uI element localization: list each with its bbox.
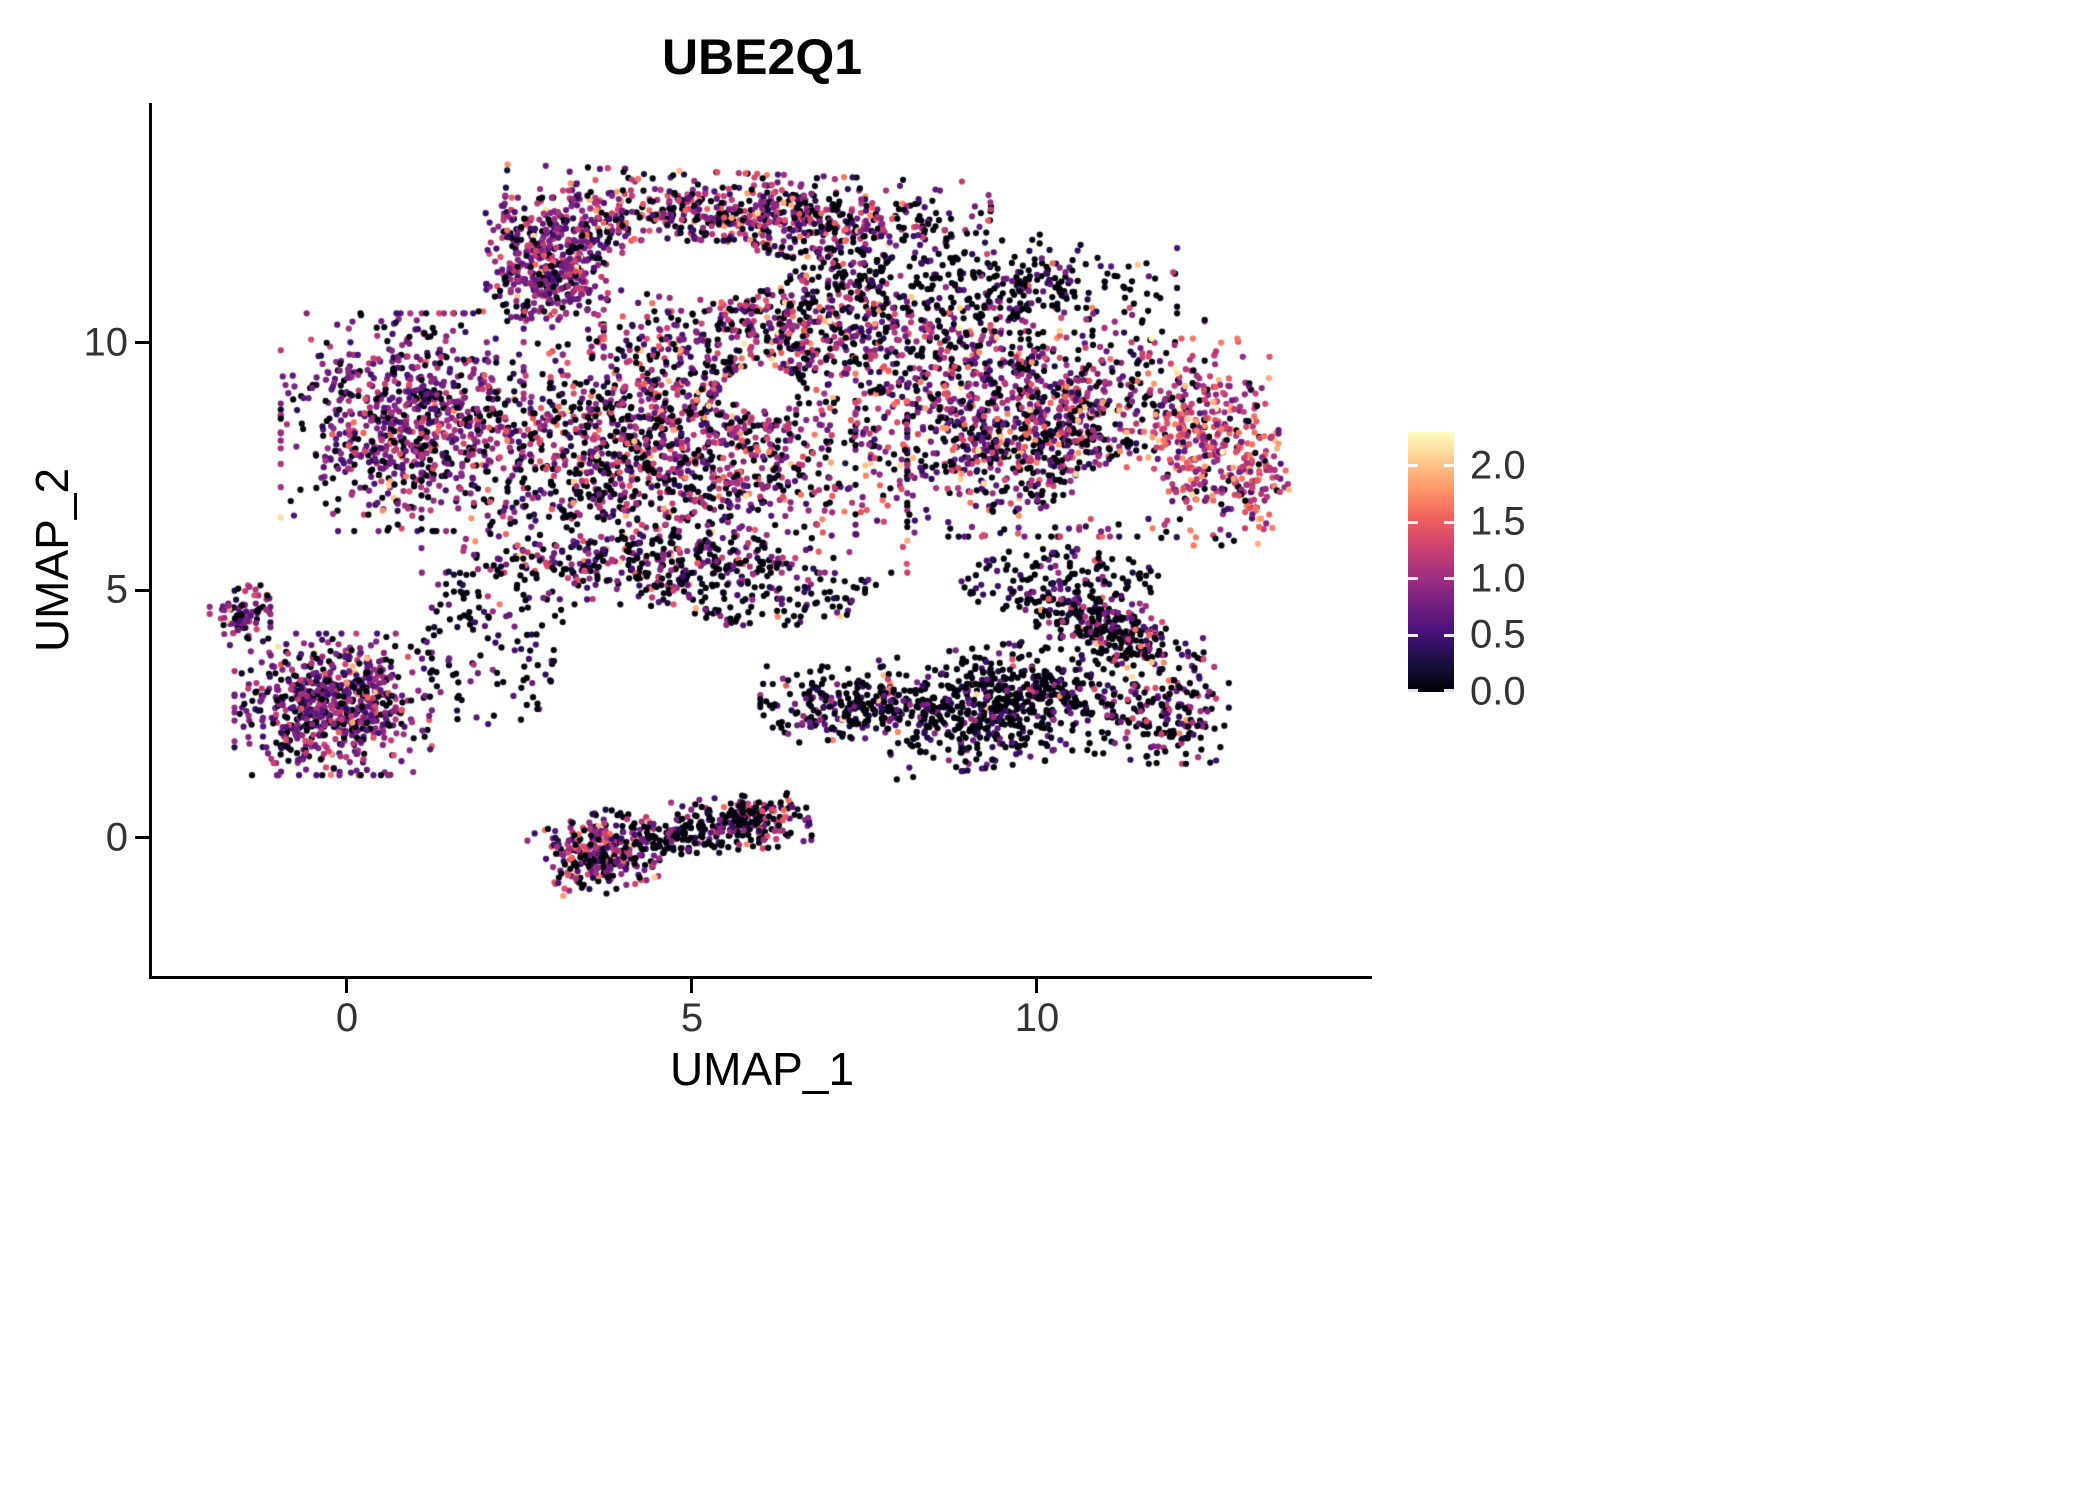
x-axis-title: UMAP_1 <box>669 1043 855 1095</box>
x-tick-label: 5 <box>680 996 704 1040</box>
colorbar-tick-mark <box>1444 464 1454 468</box>
x-tick-label: 10 <box>1014 996 1060 1040</box>
plot-title: UBE2Q1 <box>661 29 863 85</box>
colorbar-tick-mark <box>1444 633 1454 637</box>
x-tick-label: 0 <box>335 996 359 1040</box>
scatter-canvas <box>152 103 1372 977</box>
colorbar-tick-mark <box>1408 689 1418 692</box>
y-tick-10 <box>135 341 149 344</box>
y-axis-title: UMAP_2 <box>26 467 78 653</box>
y-tick-0 <box>135 836 149 839</box>
colorbar-tick-label: 1.5 <box>1470 499 1526 544</box>
x-tick-5 <box>690 979 693 993</box>
colorbar-tick-mark <box>1408 577 1418 581</box>
y-tick-label: 10 <box>83 320 129 365</box>
y-tick-5 <box>135 589 149 592</box>
y-tick-label: 5 <box>105 567 128 612</box>
colorbar-tick-label: 2.0 <box>1470 443 1526 488</box>
x-tick-10 <box>1035 979 1038 993</box>
colorbar-tick-label: 0.5 <box>1470 612 1526 657</box>
colorbar-tick-mark <box>1408 520 1418 524</box>
colorbar-gradient <box>1408 432 1454 692</box>
colorbar-tick-label: 0.0 <box>1470 669 1526 714</box>
colorbar-tick-mark <box>1408 464 1418 468</box>
y-axis-line <box>149 103 152 979</box>
colorbar-tick-mark <box>1444 520 1454 524</box>
colorbar-tick-mark <box>1444 577 1454 581</box>
y-tick-label: 0 <box>105 815 128 860</box>
colorbar-tick-mark <box>1444 689 1454 692</box>
colorbar-tick-mark <box>1408 633 1418 637</box>
colorbar-tick-label: 1.0 <box>1470 556 1526 601</box>
x-tick-0 <box>345 979 348 993</box>
x-axis-line <box>149 976 1372 979</box>
